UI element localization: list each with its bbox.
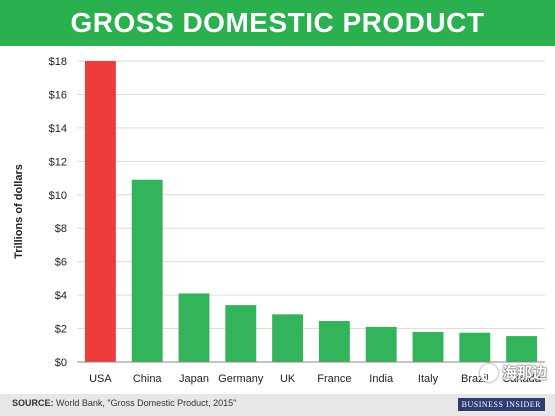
x-tick-label: Germany [218,373,264,385]
x-tick-label: Italy [418,373,439,385]
x-tick-label: Canada [502,373,541,385]
footer: SOURCE: World Bank, "Gross Domestic Prod… [0,394,555,416]
business-insider-logo: BUSINESS INSIDER [457,398,545,411]
x-tick-label: USA [89,373,112,385]
y-tick-label: $14 [49,123,67,135]
y-tick-label: $6 [55,257,67,269]
watermark-text: 海那边 [501,365,547,382]
bar-brazil [459,332,491,362]
x-tick-label: Japan [179,373,209,385]
wechat-icon [479,363,498,382]
x-tick-label: India [369,373,394,385]
x-tick-label: France [317,373,351,385]
source-text: World Bank, "Gross Domestic Product, 201… [56,398,237,408]
watermark: 海那边 [479,362,547,383]
bar-chart: $0 $2 $4 $6 $8 $10 $12 $14 $16 $18 Trillions of do… [13,56,545,385]
bar-italy [412,331,444,362]
y-tick-label: $8 [55,223,67,235]
y-tick-label: $18 [49,56,67,68]
y-tick-label: $2 [55,324,67,336]
bar-france [318,321,350,362]
source-note: SOURCE: World Bank, "Gross Domestic Prod… [12,398,236,408]
y-tick-label: $4 [55,290,67,302]
bar-uk [272,314,304,362]
y-axis-label: Trillions of dollars [13,164,25,259]
y-tick-label: $12 [49,156,67,168]
title-banner: GROSS DOMESTIC PRODUCT [0,0,555,46]
y-tick-label: $10 [49,190,67,202]
chart-title: GROSS DOMESTIC PRODUCT [70,7,485,38]
x-tick-label: UK [280,373,296,385]
bar-usa [84,61,116,362]
x-tick-label: China [133,373,163,385]
bar-india [365,326,397,362]
source-label: SOURCE: [12,398,54,408]
bar-japan [178,293,210,362]
bar-germany [225,305,257,362]
bar-canada [506,336,538,362]
y-tick-label: $16 [49,89,67,101]
bar-china [131,179,163,362]
y-tick-label: $0 [55,357,67,369]
